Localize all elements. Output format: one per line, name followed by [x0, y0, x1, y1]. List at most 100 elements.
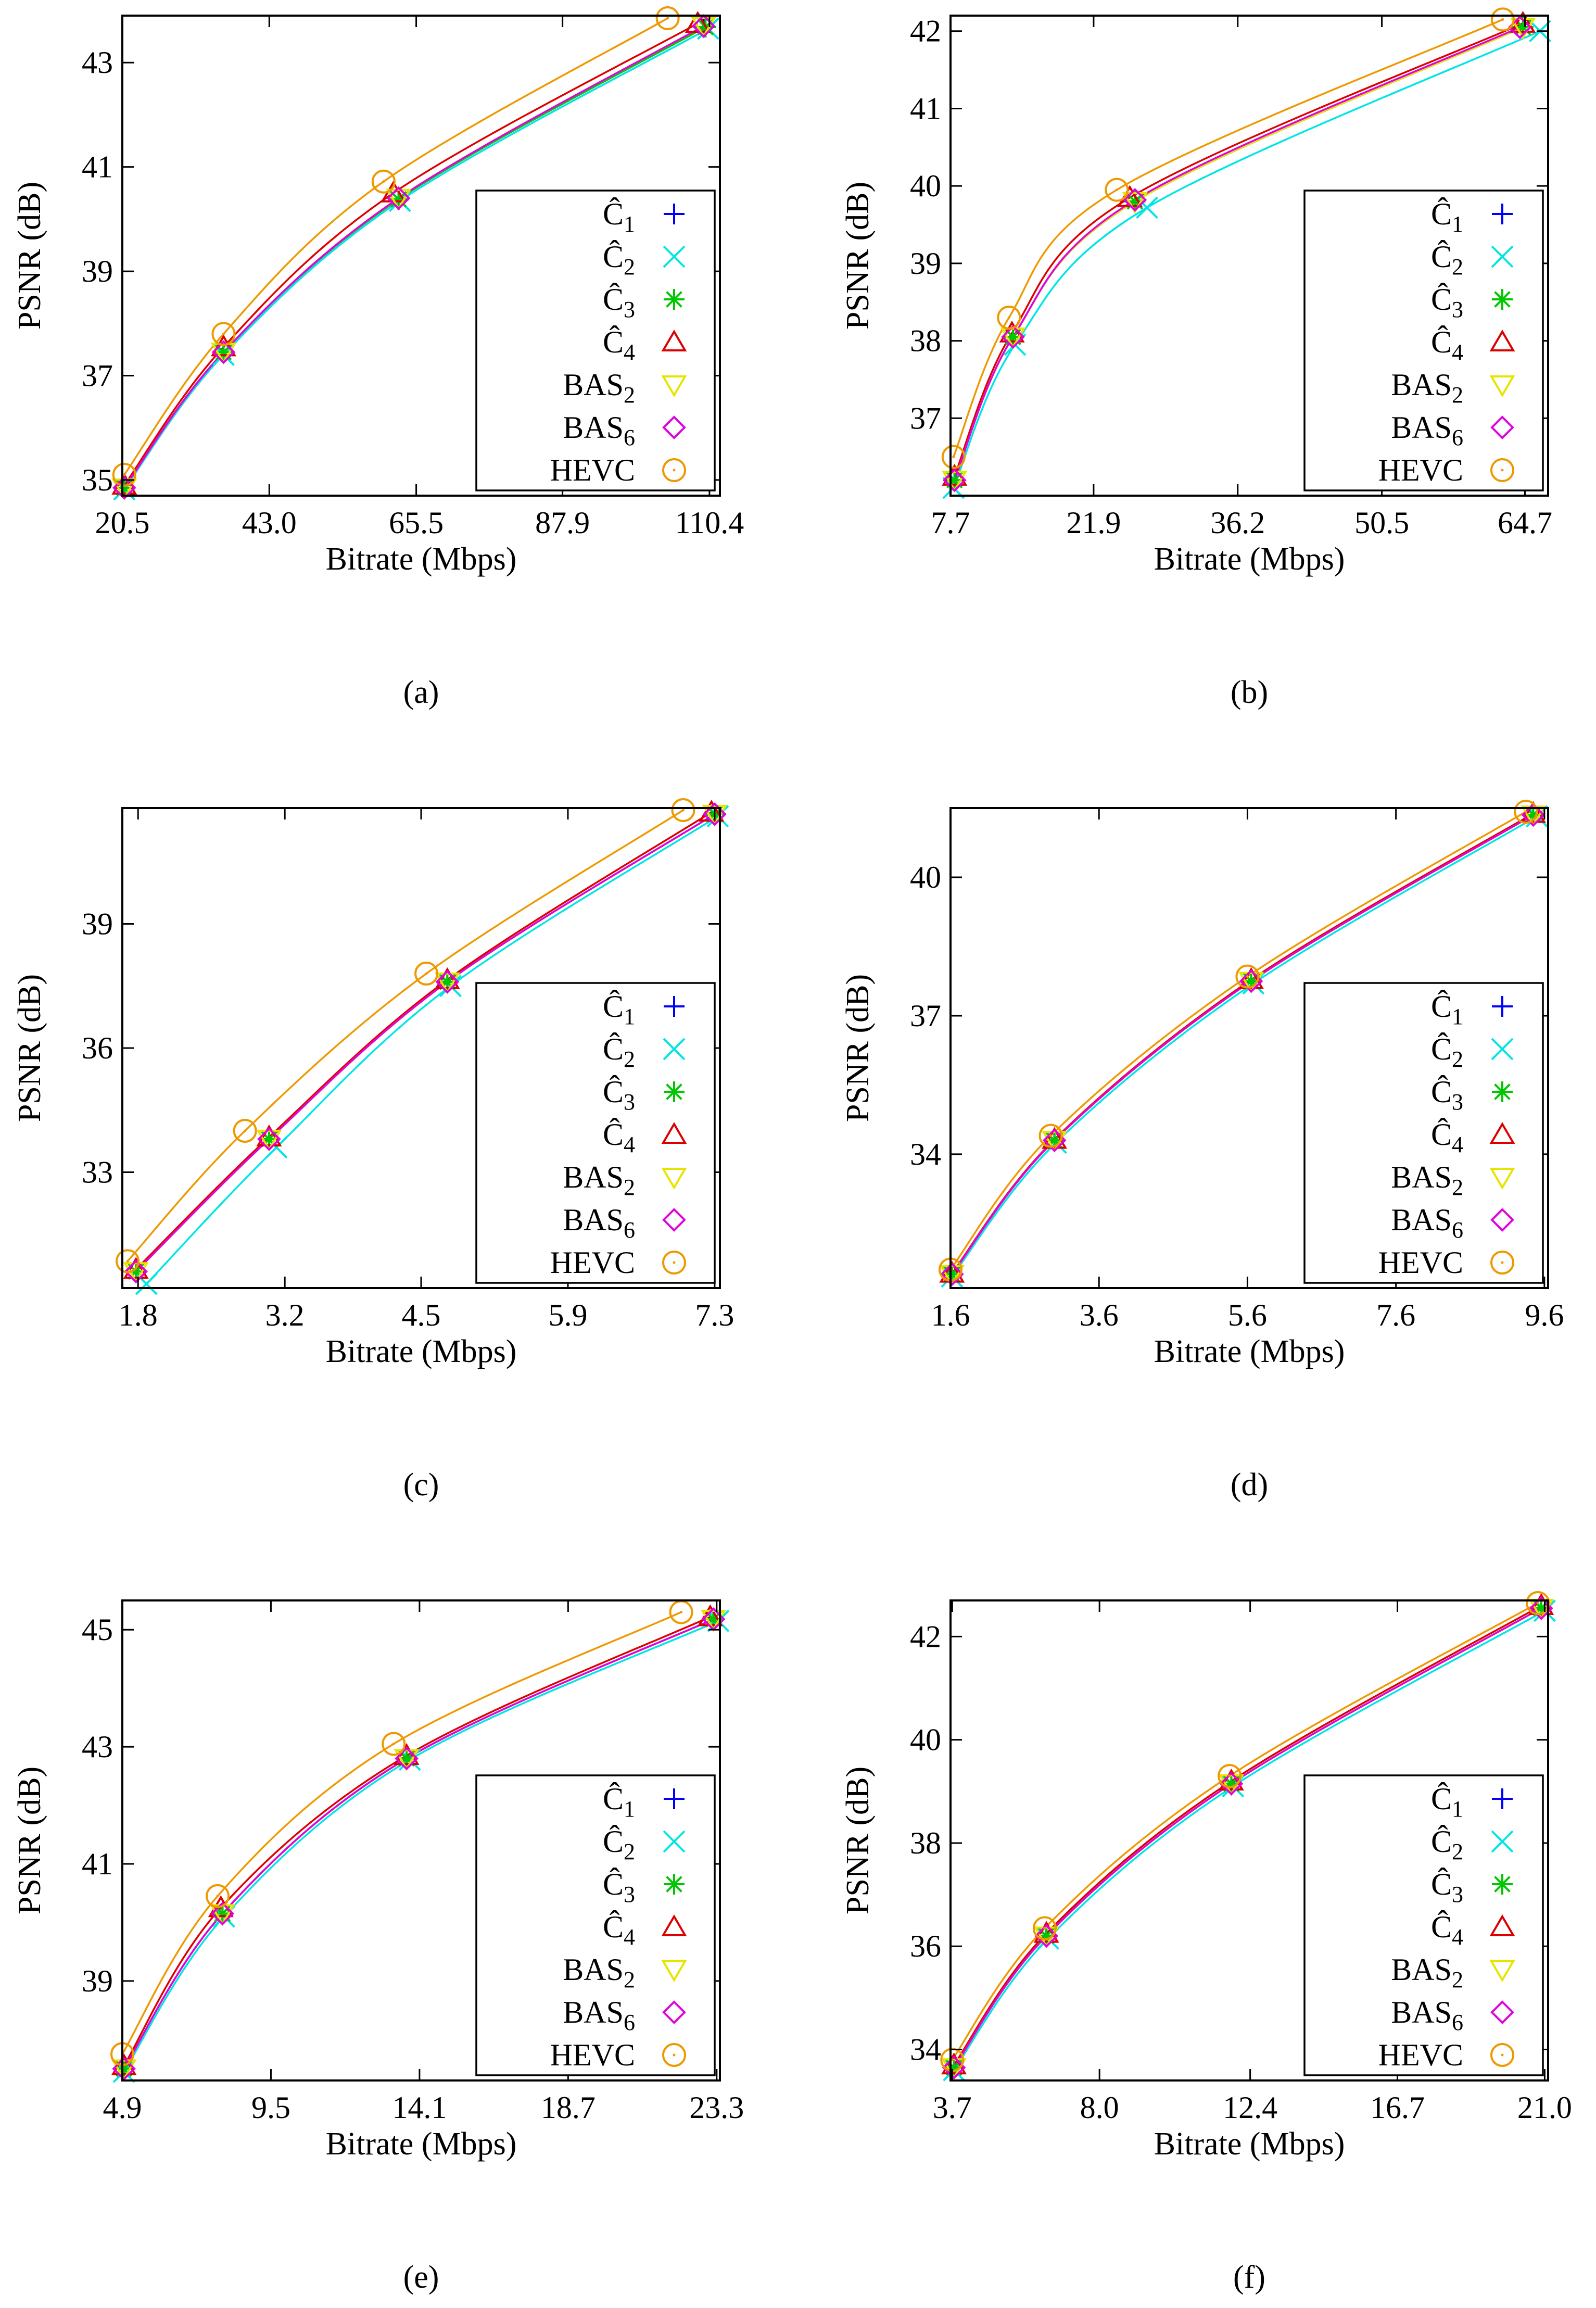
legend-marker-hevc — [1490, 1251, 1514, 1275]
x-tick-label: 65.5 — [389, 506, 444, 540]
series-line-hevc — [951, 1602, 1539, 2061]
y-tick-label: 34 — [910, 1137, 941, 1171]
legend-box — [475, 982, 716, 1284]
legend-marker-bas6 — [662, 415, 686, 439]
point-bas2 — [942, 471, 968, 493]
legend-marker-hevc — [662, 2043, 686, 2067]
x-tick-label: 7.7 — [931, 506, 970, 540]
point-bas6 — [435, 970, 460, 994]
legend-marker-hevc — [1490, 458, 1514, 482]
x-tick-label: 9.6 — [1525, 1298, 1564, 1332]
x-tick-label: 21.0 — [1517, 2090, 1572, 2125]
x-tick-label: 110.4 — [675, 506, 744, 540]
legend-box — [475, 1774, 716, 2076]
series-lines — [951, 1602, 1546, 2071]
x-tick-label: 23.3 — [689, 2090, 744, 2125]
y-tick-label: 36 — [82, 1031, 113, 1065]
legend-label-bas6: BAS6 — [1391, 410, 1463, 450]
x-tick-label: 20.5 — [95, 506, 150, 540]
point-c3 — [943, 2057, 965, 2078]
y-tick-label: 37 — [82, 359, 113, 393]
y-tick-label: 36 — [910, 1929, 941, 1963]
legend-marker-bas6 — [662, 1208, 686, 1232]
x-tick-label: 4.5 — [402, 1298, 441, 1332]
point-bas2 — [256, 1129, 282, 1152]
legend-marker-bas6 — [662, 2000, 686, 2024]
panel-caption: (f) — [1233, 2260, 1265, 2295]
x-tick-label: 3.7 — [933, 2090, 972, 2125]
legend-label-hevc: HEVC — [550, 453, 635, 487]
x-tick-label: 14.1 — [392, 2090, 447, 2125]
point-bas2 — [434, 972, 460, 994]
x-tick-label: 21.9 — [1066, 506, 1121, 540]
y-axis-label: PSNR (dB) — [12, 974, 47, 1122]
point-bas6 — [124, 1259, 148, 1284]
series-line-c2 — [123, 28, 709, 490]
y-axis-label: PSNR (dB) — [840, 974, 876, 1122]
point-c3 — [1530, 1597, 1552, 1619]
point-c3 — [388, 188, 409, 210]
point-c4 — [939, 1260, 965, 1283]
point-hevc — [116, 1249, 140, 1273]
legend-marker-c1 — [664, 204, 685, 224]
point-bas6 — [691, 14, 716, 38]
point-c4 — [1520, 801, 1546, 823]
legend-marker-c1 — [1492, 996, 1513, 1017]
legend-label-c3: Ĉ3 — [1431, 282, 1463, 322]
legend-marker-c3 — [664, 1081, 685, 1102]
y-tick-label: 41 — [910, 91, 941, 125]
series-line-c4 — [135, 811, 712, 1270]
series-markers — [116, 798, 729, 1295]
legend-label-c2: Ĉ2 — [1431, 1824, 1463, 1864]
x-tick-label: 5.9 — [548, 1298, 587, 1332]
series-line-hevc — [951, 811, 1527, 1270]
legend-label-hevc: HEVC — [1378, 453, 1463, 487]
chart-panel-a: 20.5 43.0 65.5 87.9 110.4 35 37 39 41 43 Bitrate (… — [12, 6, 744, 710]
series-line-hevc — [953, 18, 1503, 458]
point-bas2 — [394, 1749, 420, 1771]
x-tick-label: 12.4 — [1223, 2090, 1277, 2125]
y-tick-label: 42 — [910, 14, 941, 48]
plot-frame — [949, 1599, 1549, 2082]
series-line-bas6 — [951, 814, 1534, 1275]
y-tick-label: 38 — [910, 324, 941, 358]
point-bas6 — [703, 802, 727, 826]
plot-frame — [121, 15, 721, 497]
series-line-c4 — [953, 1605, 1542, 2066]
point-hevc — [1490, 7, 1515, 32]
series-line-c2 — [953, 30, 1541, 488]
legend-box — [1303, 1774, 1544, 2076]
panel-caption: (c) — [403, 1467, 439, 1503]
legend-marker-c2 — [1491, 1830, 1514, 1853]
point-hevc — [414, 961, 439, 986]
point-hevc — [669, 1600, 693, 1624]
series-line-hevc — [126, 809, 684, 1262]
legend-label-c2: Ĉ2 — [603, 1824, 635, 1864]
series-markers — [939, 800, 1549, 1288]
point-bas6 — [210, 1901, 235, 1926]
y-tick-label: 43 — [82, 45, 113, 80]
legend-marker-c3 — [1492, 289, 1513, 310]
point-c3 — [212, 1903, 233, 1924]
legend-label-c4: Ĉ4 — [1431, 1117, 1463, 1157]
y-tick-label: 41 — [82, 1847, 113, 1881]
series-line-hevc — [123, 17, 668, 475]
x-tick-label: 3.6 — [1080, 1298, 1119, 1332]
legend-label-c2: Ĉ2 — [603, 1032, 635, 1072]
legend-label-hevc: HEVC — [1378, 2038, 1463, 2072]
y-tick-label: 43 — [82, 1730, 113, 1764]
series-markers — [110, 1600, 730, 2083]
point-bas6 — [257, 1127, 281, 1151]
point-bas2 — [1520, 805, 1546, 828]
chart-panel-b: 7.7 21.9 36.2 50.5 64.7 37 38 39 40 41 42 Bitrate (… — [840, 7, 1552, 710]
point-hevc — [382, 1732, 406, 1756]
x-tick-label: 1.8 — [119, 1298, 158, 1332]
point-bas2 — [939, 1265, 965, 1287]
legend-label-hevc: HEVC — [550, 1245, 635, 1280]
point-hevc — [1514, 800, 1538, 824]
legend-marker-c4 — [1489, 1914, 1515, 1936]
